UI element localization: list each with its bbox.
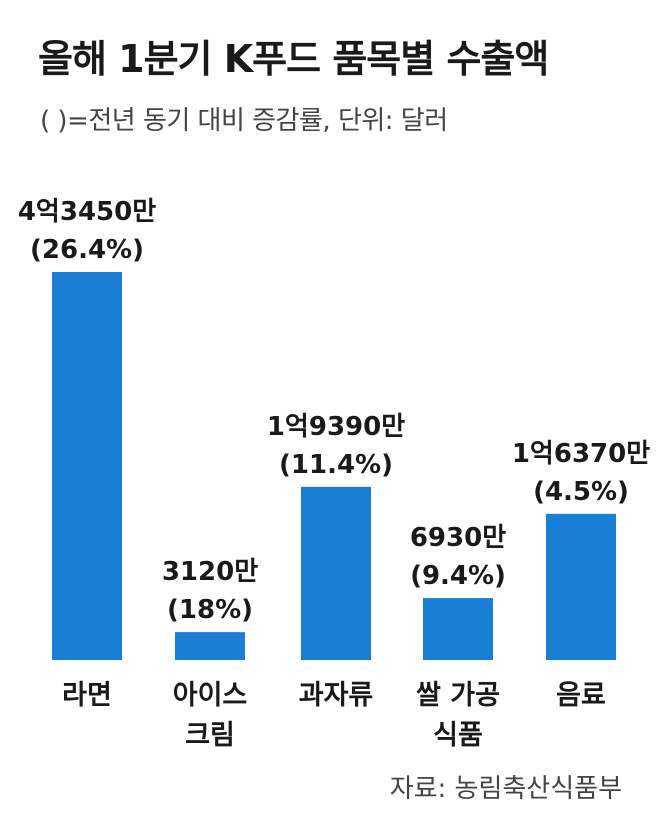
category-label-0-0: 라면 (62, 680, 112, 711)
bar-0 (52, 272, 122, 660)
bar-2 (301, 486, 371, 660)
value-label-4: 1억6370만 (512, 439, 650, 469)
change-label-2: (11.4%) (279, 450, 393, 480)
category-label-3-0: 쌀 가공 (416, 680, 500, 711)
bar-4 (546, 513, 616, 660)
chart-subtitle: ( )=전년 동기 대비 증감률, 단위: 달러 (40, 106, 448, 136)
change-label-0: (26.4%) (30, 235, 144, 265)
bar-3 (423, 598, 493, 660)
value-label-2: 1억9390만 (267, 412, 405, 442)
category-label-4-0: 음료 (556, 680, 606, 711)
category-label-1-1: 크림 (185, 720, 235, 751)
source-note: 자료: 농림축산식품부 (389, 774, 622, 804)
bar-1 (175, 632, 245, 660)
value-label-3: 6930만 (410, 523, 506, 553)
category-label-2-0: 과자류 (299, 680, 374, 711)
change-label-1: (18%) (167, 595, 253, 625)
change-label-3: (9.4%) (410, 561, 506, 591)
chart-title: 올해 1분기 K푸드 품목별 수출액 (38, 37, 549, 81)
category-label-1-0: 아이스 (173, 680, 248, 711)
category-label-3-1: 식품 (433, 720, 483, 751)
change-label-4: (4.5%) (533, 477, 629, 507)
value-label-1: 3120만 (162, 557, 258, 587)
value-label-0: 4억3450만 (18, 197, 156, 227)
